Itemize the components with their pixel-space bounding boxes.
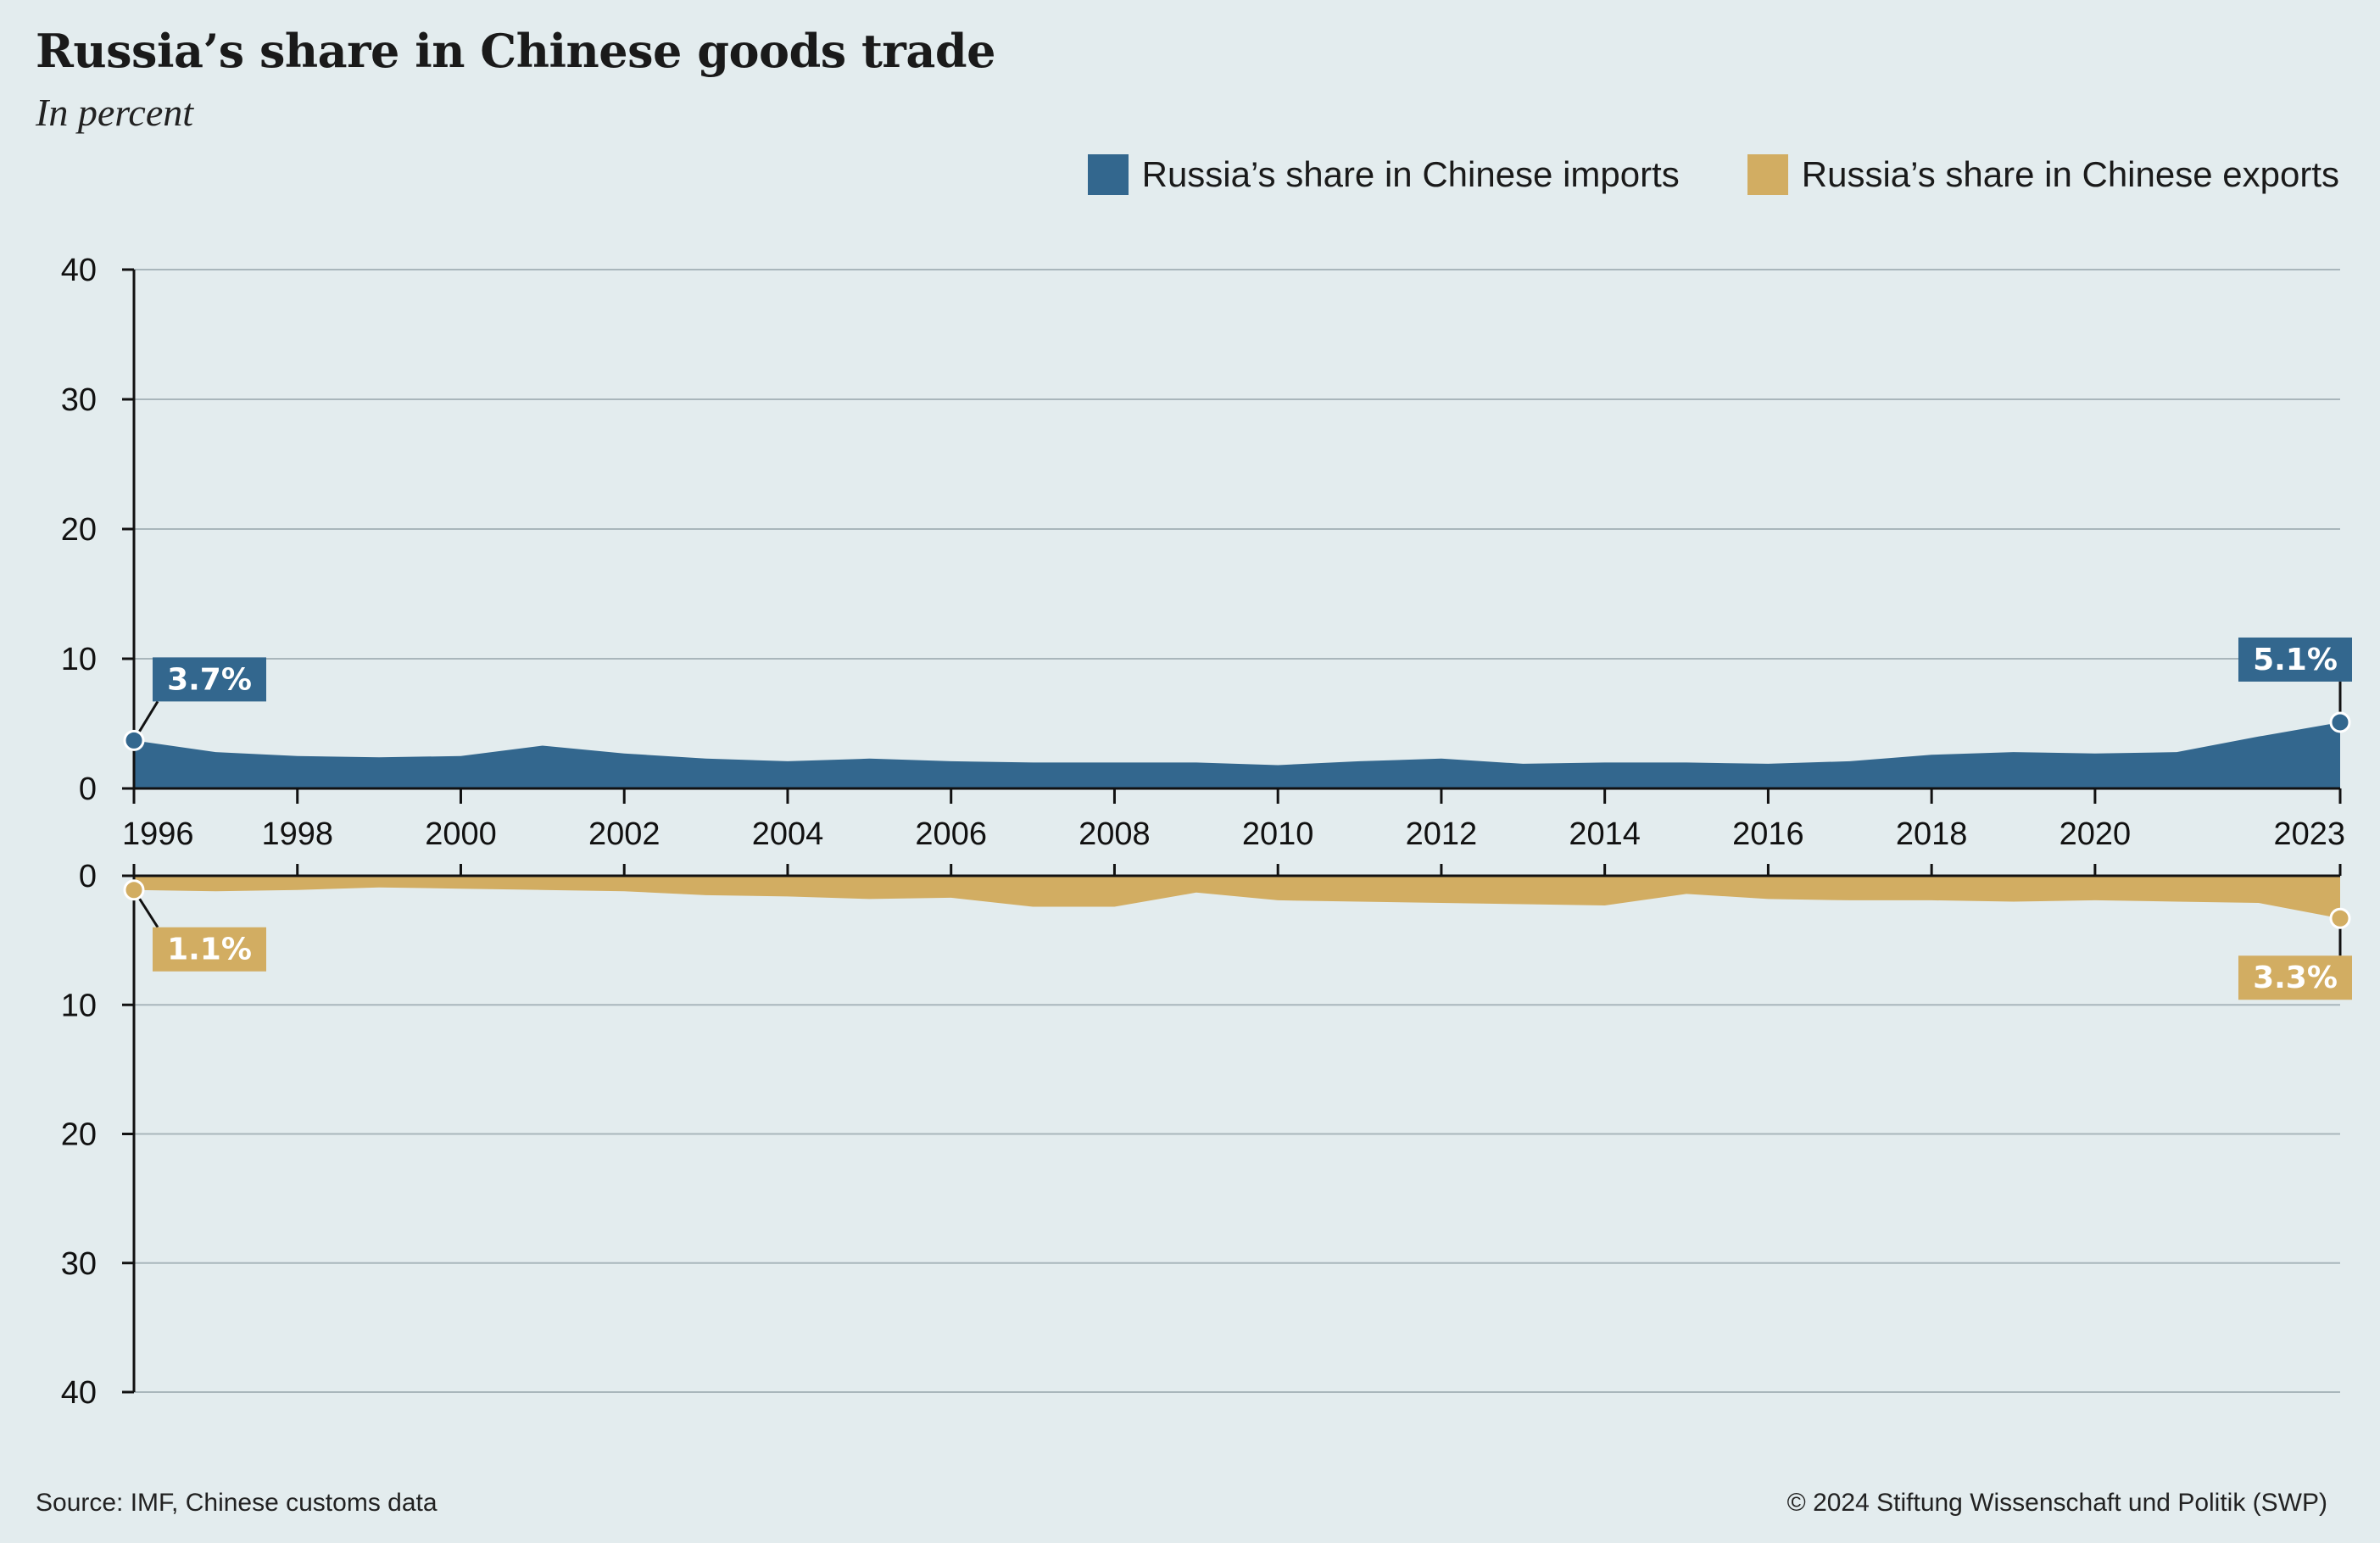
- y-tick-label: 10: [61, 642, 97, 677]
- y-tick-label: 20: [61, 512, 97, 548]
- x-tick-label: 2014: [1569, 816, 1641, 852]
- imports-area: [134, 721, 2340, 788]
- x-tick-label: 1996: [122, 816, 194, 852]
- chart-subtitle: In percent: [36, 91, 194, 134]
- legend-item-exports: Russia’s share in Chinese exports: [1747, 154, 2339, 195]
- annotation-label: 3.3%: [2253, 961, 2338, 995]
- annotation-box: [2238, 955, 2352, 1000]
- annotation-label: 5.1%: [2253, 643, 2338, 677]
- x-tick-label: 2004: [752, 816, 824, 852]
- annotation-box: [2238, 637, 2352, 682]
- y-tick-label: 40: [61, 253, 97, 288]
- legend-item-imports: Russia’s share in Chinese imports: [1087, 154, 1680, 195]
- legend-label-imports: Russia’s share in Chinese imports: [1141, 154, 1680, 194]
- x-tick-label: 2000: [425, 816, 497, 852]
- legend: Russia’s share in Chinese imports Russia…: [1087, 154, 2339, 195]
- x-tick-label: 2002: [588, 816, 660, 852]
- y-tick-label: 0: [79, 859, 97, 894]
- x-tick-label: 2020: [2060, 816, 2132, 852]
- x-tick-label: 2010: [1242, 816, 1314, 852]
- annotation-label: 1.1%: [167, 933, 252, 967]
- legend-swatch-imports: [1087, 154, 1129, 195]
- annotation-label: 3.7%: [167, 662, 252, 697]
- data-point-marker: [2329, 711, 2351, 733]
- x-tick-label: 2018: [1896, 816, 1968, 852]
- y-tick-label: 0: [79, 772, 97, 807]
- data-point-marker: [123, 879, 145, 901]
- x-tick-label: 2008: [1079, 816, 1151, 852]
- data-point-marker: [2329, 907, 2351, 929]
- y-tick-label: 10: [61, 988, 97, 1023]
- exports-area: [134, 876, 2340, 919]
- legend-swatch-exports: [1747, 154, 1788, 195]
- chart-title: Russia’s share in Chinese goods trade: [36, 24, 995, 78]
- x-tick-label: 2023: [2273, 816, 2345, 852]
- source-note: Source: IMF, Chinese customs data: [36, 1489, 438, 1517]
- y-tick-label: 30: [61, 382, 97, 418]
- y-tick-label: 20: [61, 1117, 97, 1153]
- copyright-note: © 2024 Stiftung Wissenschaft und Politik…: [1786, 1489, 2327, 1517]
- x-tick-label: 2012: [1406, 816, 1478, 852]
- y-tick-label: 30: [61, 1246, 97, 1282]
- data-point-marker: [123, 729, 145, 751]
- y-tick-label: 40: [61, 1375, 97, 1411]
- annotation-box: [153, 927, 266, 972]
- x-tick-label: 1998: [261, 816, 333, 852]
- legend-label-exports: Russia’s share in Chinese exports: [1801, 154, 2339, 194]
- x-tick-label: 2006: [915, 816, 987, 852]
- x-tick-label: 2016: [1732, 816, 1804, 852]
- annotation-box: [153, 657, 266, 702]
